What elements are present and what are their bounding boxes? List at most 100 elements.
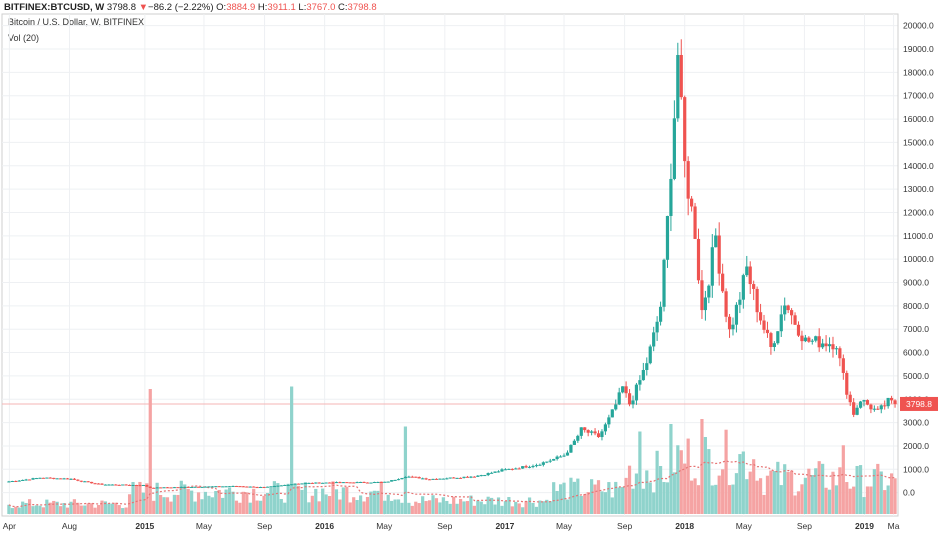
candle-body: [862, 400, 865, 401]
candle-body: [200, 487, 203, 488]
candle-body: [618, 392, 621, 404]
candle-body: [711, 247, 714, 285]
volume-bar: [214, 491, 217, 514]
volume-bar: [345, 487, 348, 514]
price-tick-label: 0.0: [903, 488, 915, 498]
volume-bar: [645, 470, 648, 514]
volume-bar: [197, 492, 200, 514]
time-tick-label: Sep: [617, 521, 632, 531]
volume-bar: [359, 495, 362, 514]
candle-body: [683, 97, 686, 161]
volume-bar: [600, 491, 603, 514]
candle-body: [145, 485, 148, 487]
candle-body: [638, 380, 641, 385]
volume-bar: [556, 491, 559, 514]
volume-bar: [535, 507, 538, 514]
volume-bar: [662, 482, 665, 514]
candle-body: [531, 466, 534, 467]
candle-body: [762, 321, 765, 330]
candle-body: [442, 479, 445, 480]
volume-bar: [687, 439, 690, 514]
candle-body: [780, 314, 783, 331]
candle-body: [628, 393, 631, 404]
time-tick-label: May: [376, 521, 393, 531]
volume-bar: [504, 501, 507, 514]
candle-body: [676, 55, 679, 118]
volume-bar: [100, 501, 103, 514]
candle-body: [456, 478, 459, 479]
time-tick-label: Apr: [3, 521, 16, 531]
candle-body: [787, 305, 790, 310]
candle-body: [535, 465, 538, 466]
candle-body: [838, 348, 841, 358]
volume-bar: [307, 502, 310, 514]
price-tick-label: 14000.0: [903, 161, 934, 171]
volume-bar: [404, 427, 407, 515]
volume-bar: [824, 488, 827, 514]
volume-bar: [483, 504, 486, 514]
candle-body: [287, 485, 290, 486]
candle-body: [773, 343, 776, 347]
candle-body: [235, 486, 238, 487]
candle-body: [259, 487, 262, 488]
candle-body: [256, 487, 259, 488]
candle-body: [800, 336, 803, 341]
candle-body: [87, 481, 90, 482]
volume-bar: [456, 504, 459, 514]
candle-body: [631, 400, 634, 404]
volume-bar: [752, 459, 755, 514]
volume-bar: [52, 501, 55, 514]
volume-bar: [442, 497, 445, 514]
candle-body: [714, 235, 717, 247]
volume-bar: [249, 503, 252, 514]
candle-body: [373, 482, 376, 483]
time-tick-label: May: [556, 521, 573, 531]
candle-body: [404, 477, 407, 478]
candle-body: [576, 436, 579, 441]
volume-bar: [700, 419, 703, 514]
candle-body: [49, 478, 52, 479]
volume-bar: [811, 475, 814, 514]
candle-body: [704, 297, 707, 310]
volume-bar: [876, 464, 879, 514]
volume-bar: [228, 488, 231, 514]
volume-bar: [352, 497, 355, 514]
volume-bar: [890, 473, 893, 514]
volume-bar: [335, 489, 338, 514]
candle-body: [831, 344, 834, 349]
price-tick-label: 11000.0: [903, 231, 933, 241]
candle-body: [342, 482, 345, 483]
volume-bar: [862, 497, 865, 514]
volume-bar: [462, 501, 465, 514]
candle-body: [135, 485, 138, 486]
candle-body: [128, 485, 131, 486]
candle-body: [76, 480, 79, 481]
candle-body: [604, 424, 607, 431]
candle-body: [542, 462, 545, 465]
volume-bar: [349, 502, 352, 514]
price-tick-label: 18000.0: [903, 67, 934, 77]
candle-body: [856, 408, 859, 415]
volume-bar: [152, 501, 155, 514]
volume-bar: [142, 493, 145, 514]
candle-body: [266, 487, 269, 488]
volume-bar: [787, 472, 790, 514]
volume-bar: [425, 501, 428, 514]
candle-body: [500, 469, 503, 471]
volume-bar: [607, 482, 610, 514]
volume-bar: [742, 452, 745, 514]
volume-bar: [338, 500, 341, 514]
volume-bar: [331, 481, 334, 514]
volume-bar: [390, 501, 393, 514]
price-tick-label: 9000.0: [903, 278, 929, 288]
candle-body: [369, 483, 372, 484]
candle-body: [252, 487, 255, 488]
volume-bar: [159, 495, 162, 514]
candle-body: [25, 479, 28, 480]
volume-bar: [804, 478, 807, 514]
candle-body: [221, 486, 224, 487]
volume-bar: [18, 508, 21, 514]
candle-body: [624, 386, 627, 393]
volume-bar: [711, 485, 714, 514]
